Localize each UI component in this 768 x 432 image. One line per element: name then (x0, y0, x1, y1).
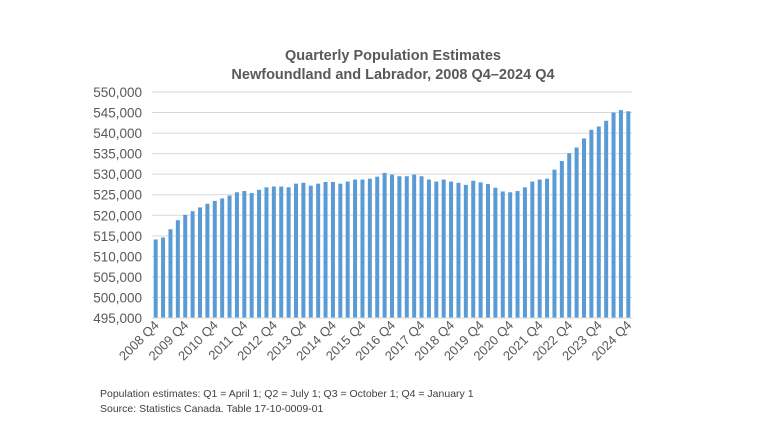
bar (279, 186, 284, 318)
bar (360, 179, 365, 318)
y-tick-label: 535,000 (93, 147, 142, 162)
bar (456, 182, 461, 318)
bar (375, 176, 380, 318)
bar (330, 181, 335, 318)
bar (441, 179, 446, 318)
bar (161, 237, 166, 318)
bar (220, 198, 225, 318)
bar (596, 126, 601, 319)
footnote-source: Source: Statistics Canada. Table 17-10-0… (100, 403, 324, 415)
bar (463, 184, 468, 318)
bar (271, 186, 276, 318)
y-tick-label: 500,000 (93, 290, 142, 305)
bar (434, 181, 439, 318)
bar (522, 187, 527, 318)
bar (323, 181, 328, 318)
bar (426, 179, 431, 318)
bar (626, 111, 631, 318)
y-tick-label: 505,000 (93, 270, 142, 285)
bar (316, 183, 321, 318)
bar (397, 176, 402, 318)
bar (515, 191, 520, 318)
bar (582, 138, 586, 318)
bar (345, 181, 350, 318)
bar (574, 147, 579, 318)
bar (618, 110, 623, 318)
bar (545, 178, 550, 318)
bar (257, 189, 262, 318)
bar (412, 174, 417, 318)
bar (508, 192, 513, 318)
y-tick-label: 545,000 (93, 106, 142, 121)
bar (471, 180, 476, 318)
bar (175, 220, 180, 318)
bar (367, 178, 372, 318)
bar (567, 153, 572, 318)
bar (390, 174, 394, 318)
bar (500, 191, 505, 318)
y-tick-label: 510,000 (93, 249, 142, 264)
y-tick-label: 540,000 (93, 126, 142, 141)
bar (537, 179, 542, 318)
bar (478, 182, 483, 318)
footnote-quarter-definitions: Population estimates: Q1 = April 1; Q2 =… (100, 388, 474, 400)
bar (205, 203, 210, 318)
bar (353, 179, 358, 318)
bar (486, 184, 490, 318)
bar (338, 183, 343, 318)
bar (301, 182, 306, 318)
bar (190, 211, 195, 318)
bar (249, 193, 254, 318)
bar (419, 176, 424, 318)
bar (198, 207, 202, 318)
chart-subtitle: Newfoundland and Labrador, 2008 Q4–2024 … (231, 67, 555, 83)
bar (242, 191, 247, 318)
bar (404, 176, 409, 318)
bar (264, 187, 269, 318)
bar (153, 239, 158, 318)
bar (234, 192, 239, 318)
y-tick-label: 550,000 (93, 85, 142, 100)
bar (227, 195, 232, 318)
y-tick-label: 495,000 (93, 311, 142, 326)
bar (308, 185, 313, 318)
y-tick-label: 530,000 (93, 167, 142, 182)
y-tick-label: 515,000 (93, 229, 142, 244)
chart-title: Quarterly Population Estimates (285, 48, 501, 64)
bar (183, 214, 188, 318)
bar (449, 181, 454, 318)
bar (559, 161, 564, 318)
bar (552, 169, 557, 318)
y-tick-label: 520,000 (93, 208, 142, 223)
bar (604, 120, 609, 318)
bar (168, 229, 173, 318)
bar (493, 187, 498, 318)
bar (611, 112, 616, 318)
bar (589, 129, 594, 318)
bar (294, 183, 298, 318)
bar (212, 200, 217, 318)
bar (286, 187, 291, 318)
bar (530, 181, 535, 318)
bar (382, 172, 387, 318)
y-tick-label: 525,000 (93, 188, 142, 203)
